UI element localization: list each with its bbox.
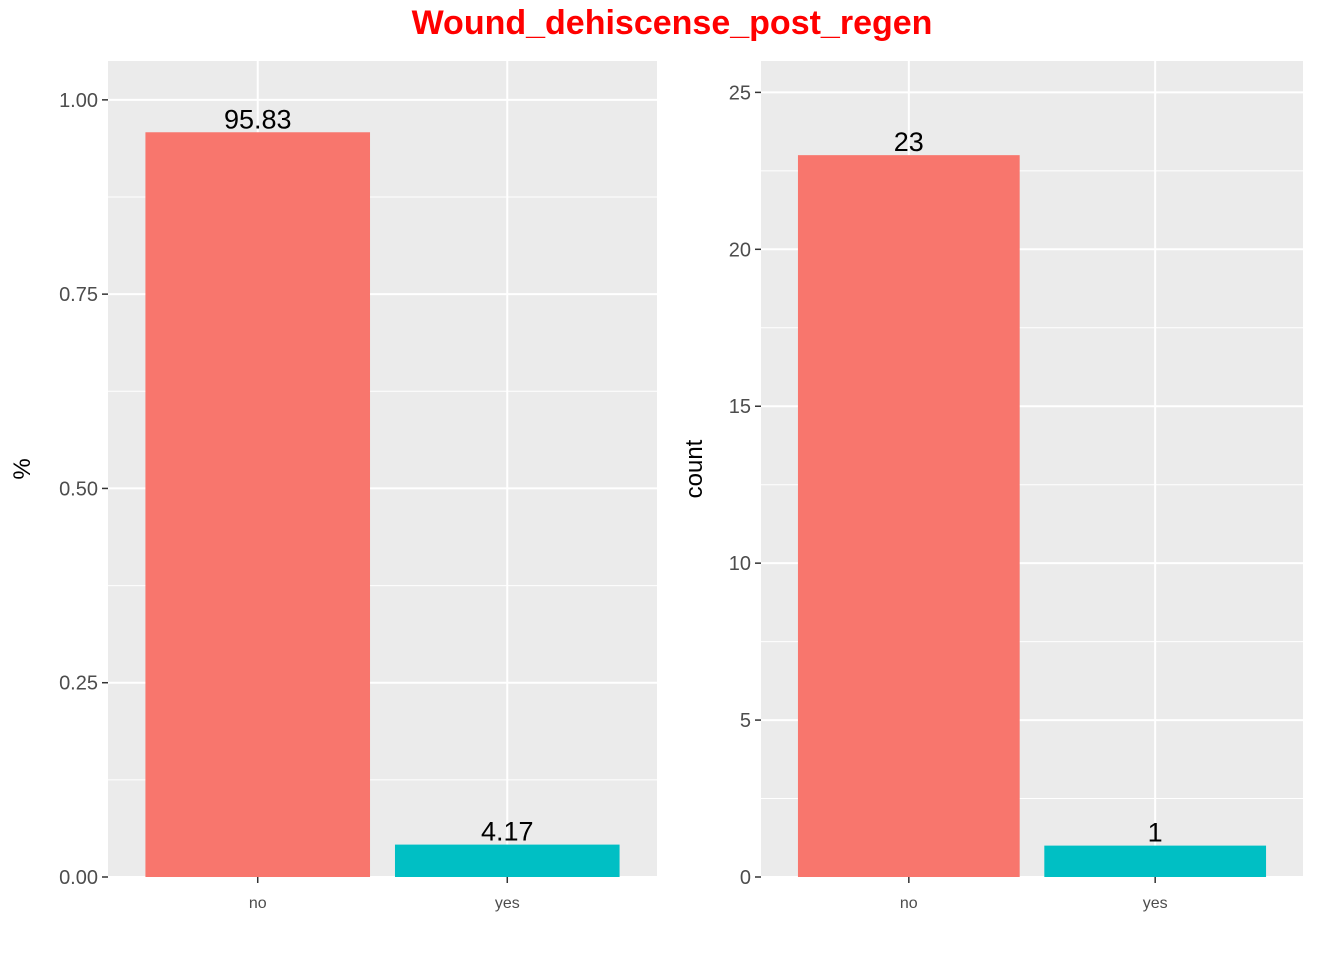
x-tick-label-no: no [249, 895, 267, 912]
data-label-yes: 1 [1148, 818, 1163, 848]
y-axis-label: count [681, 439, 708, 498]
y-tick-label: 0.75 [59, 284, 98, 306]
y-tick-label: 0.00 [59, 867, 98, 889]
y-tick-label: 5 [740, 710, 751, 732]
x-tick-label-yes: yes [1143, 895, 1168, 912]
bar-no [797, 155, 1020, 878]
x-tick-label-no: no [900, 895, 918, 912]
data-label-no: 23 [894, 127, 924, 157]
chart-title: Wound_dehiscense_post_regen [411, 4, 933, 42]
y-tick-label: 1.00 [59, 90, 98, 112]
y-tick-label: 0 [740, 867, 751, 889]
data-label-no: 95.83 [224, 104, 292, 134]
data-label-yes: 4.17 [481, 817, 534, 847]
y-tick-label: 15 [729, 396, 751, 418]
y-tick-label: 25 [729, 82, 751, 104]
bar-yes [394, 844, 620, 877]
bar-yes [1044, 845, 1267, 877]
y-axis-label: % [9, 458, 36, 479]
y-tick-label: 20 [729, 239, 751, 261]
y-tick-label: 0.25 [59, 673, 98, 695]
y-tick-label: 10 [729, 553, 751, 575]
x-tick-label-yes: yes [495, 895, 520, 912]
bar-no [145, 132, 371, 877]
y-tick-label: 0.50 [59, 478, 98, 500]
